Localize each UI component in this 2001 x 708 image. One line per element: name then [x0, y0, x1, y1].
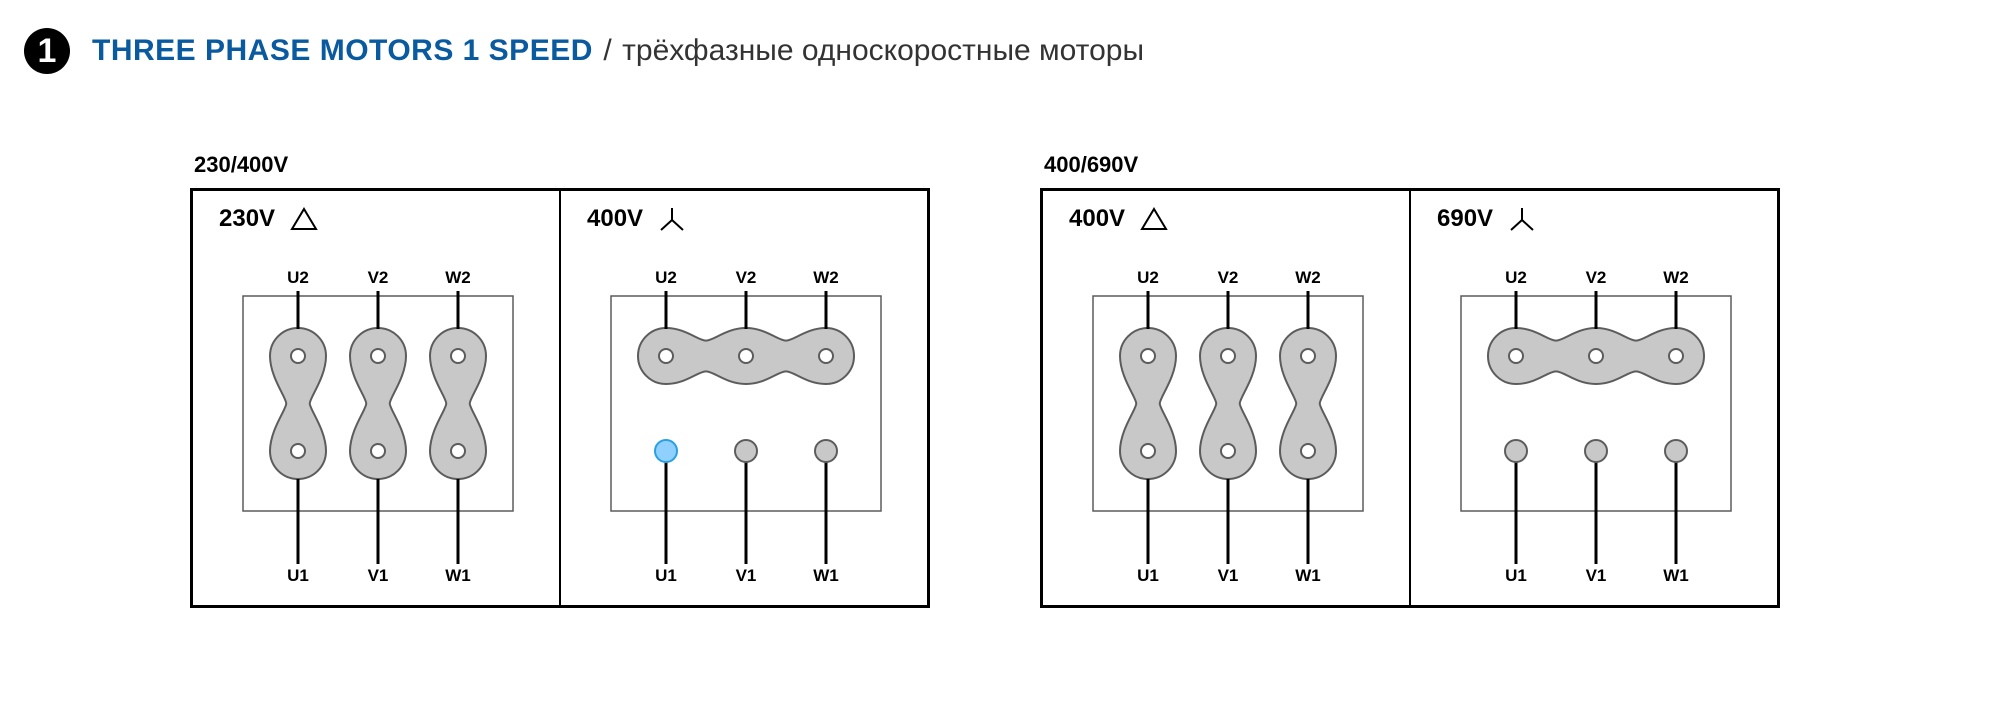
- svg-text:V2: V2: [1218, 268, 1239, 287]
- svg-text:V2: V2: [736, 268, 757, 287]
- terminal-diagram: U2 U1 V2 V1 W2 W1: [193, 191, 560, 606]
- svg-text:W1: W1: [445, 566, 471, 585]
- svg-text:W1: W1: [813, 566, 839, 585]
- svg-text:W1: W1: [1663, 566, 1689, 585]
- svg-text:U1: U1: [1137, 566, 1159, 585]
- svg-text:U1: U1: [1505, 566, 1527, 585]
- svg-text:W2: W2: [445, 268, 471, 287]
- panel-box: 400VU2U1V2V1W2W1690VU2U1V2V1W2W1: [1040, 188, 1780, 608]
- section-title: THREE PHASE MOTORS 1 SPEED / трёхфазные …: [92, 34, 1144, 68]
- svg-text:V1: V1: [1218, 566, 1239, 585]
- section-title-sep: /: [603, 34, 611, 67]
- svg-text:U2: U2: [1505, 268, 1527, 287]
- svg-text:V2: V2: [368, 268, 389, 287]
- svg-text:W2: W2: [1663, 268, 1689, 287]
- diagram-panels: 230/400V230VU2U1V2V1W2W1400VU2U1V2V1W2W1…: [0, 82, 2001, 648]
- svg-text:W2: W2: [813, 268, 839, 287]
- svg-text:V1: V1: [1586, 566, 1607, 585]
- star-half: 690VU2U1V2V1W2W1: [1409, 191, 1777, 605]
- svg-text:V1: V1: [368, 566, 389, 585]
- svg-text:V1: V1: [736, 566, 757, 585]
- section-title-en: THREE PHASE MOTORS 1 SPEED: [92, 34, 593, 67]
- wiring-panel: 400/690V400VU2U1V2V1W2W1690VU2U1V2V1W2W1: [1040, 152, 1780, 608]
- panel-group-label: 230/400V: [190, 152, 930, 178]
- delta-half: 400VU2U1V2V1W2W1: [1043, 191, 1409, 605]
- star-half: 400VU2U1V2V1W2W1: [559, 191, 927, 605]
- svg-text:U2: U2: [287, 268, 309, 287]
- svg-text:U1: U1: [655, 566, 677, 585]
- svg-text:W2: W2: [1295, 268, 1321, 287]
- section-number-badge: 1: [24, 28, 70, 74]
- terminal-diagram: U2 U1 V2 V1 W2 W1: [1411, 191, 1778, 606]
- svg-text:V2: V2: [1586, 268, 1607, 287]
- svg-text:U1: U1: [287, 566, 309, 585]
- terminal-diagram: U2 U1 V2 V1 W2 W1: [561, 191, 928, 606]
- wiring-panel: 230/400V230VU2U1V2V1W2W1400VU2U1V2V1W2W1: [190, 152, 930, 608]
- panel-group-label: 400/690V: [1040, 152, 1780, 178]
- delta-half: 230VU2U1V2V1W2W1: [193, 191, 559, 605]
- section-header: 1 THREE PHASE MOTORS 1 SPEED / трёхфазны…: [0, 0, 2001, 82]
- svg-text:U2: U2: [1137, 268, 1159, 287]
- svg-text:U2: U2: [655, 268, 677, 287]
- section-title-ru: трёхфазные односкоростные моторы: [622, 34, 1144, 67]
- terminal-diagram: U2 U1 V2 V1 W2 W1: [1043, 191, 1410, 606]
- panel-box: 230VU2U1V2V1W2W1400VU2U1V2V1W2W1: [190, 188, 930, 608]
- svg-text:W1: W1: [1295, 566, 1321, 585]
